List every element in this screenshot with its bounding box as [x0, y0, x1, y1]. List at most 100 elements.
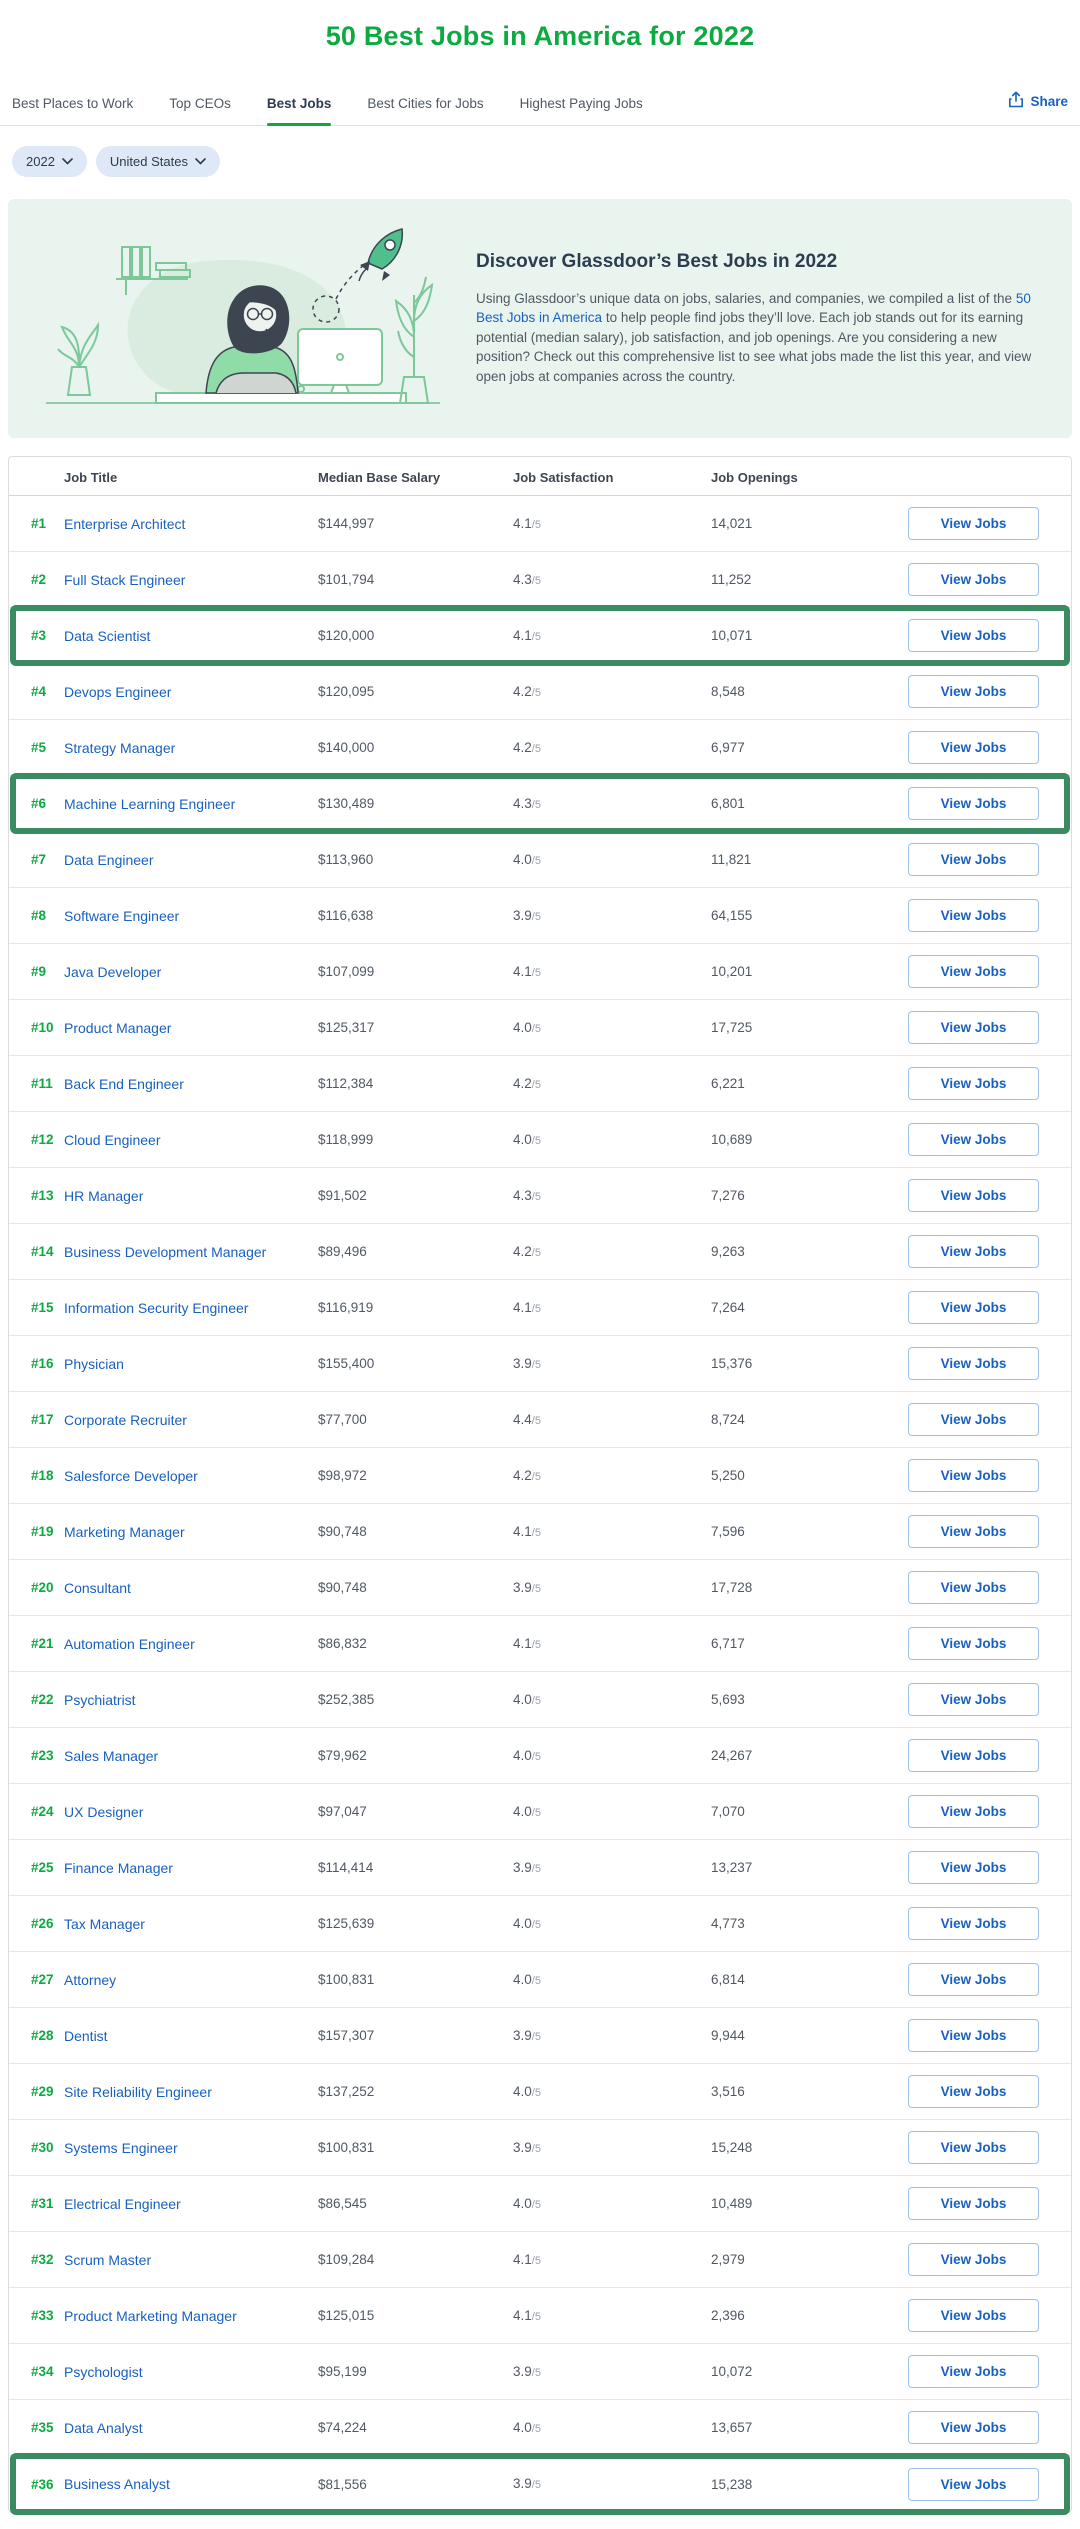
job-satisfaction-value: 4.3/5: [513, 795, 541, 811]
job-title-link[interactable]: Back End Engineer: [64, 1075, 184, 1092]
view-jobs-button[interactable]: View Jobs: [908, 1235, 1039, 1268]
tab-top-ceos[interactable]: Top CEOs: [169, 96, 231, 111]
job-title-link[interactable]: Corporate Recruiter: [64, 1411, 187, 1428]
table-row: #10 Product Manager $125,317 4.0/5 17,72…: [9, 1000, 1071, 1056]
location-filter-dropdown[interactable]: United States: [95, 146, 220, 177]
column-header-job-title: Job Title: [64, 470, 118, 485]
view-jobs-button[interactable]: View Jobs: [908, 787, 1039, 820]
job-title-link[interactable]: Automation Engineer: [64, 1635, 195, 1652]
job-openings-value: 6,801: [711, 796, 745, 811]
tab-best-cities-for-jobs[interactable]: Best Cities for Jobs: [367, 96, 484, 111]
job-title-link[interactable]: Enterprise Architect: [64, 515, 186, 532]
job-title-link[interactable]: Psychologist: [64, 2363, 143, 2380]
job-title-link[interactable]: Business Development Manager: [64, 1243, 267, 1260]
job-title-link[interactable]: Systems Engineer: [64, 2139, 178, 2156]
table-row: #25 Finance Manager $114,414 3.9/5 13,23…: [9, 1840, 1071, 1896]
tab-highest-paying-jobs[interactable]: Highest Paying Jobs: [519, 96, 643, 111]
job-title-link[interactable]: Data Analyst: [64, 2419, 143, 2436]
job-title-link[interactable]: Scrum Master: [64, 2251, 152, 2268]
view-jobs-button[interactable]: View Jobs: [908, 2243, 1039, 2276]
view-jobs-button[interactable]: View Jobs: [908, 2299, 1039, 2332]
job-openings-value: 24,267: [711, 1748, 753, 1763]
best-jobs-link[interactable]: 50 Best Jobs in America: [476, 290, 1031, 326]
table-row: #18 Salesforce Developer $98,972 4.2/5 5…: [9, 1448, 1071, 1504]
job-title-link[interactable]: Devops Engineer: [64, 683, 172, 700]
view-jobs-button[interactable]: View Jobs: [908, 1123, 1039, 1156]
view-jobs-button[interactable]: View Jobs: [908, 843, 1039, 876]
view-jobs-button[interactable]: View Jobs: [908, 563, 1039, 596]
job-satisfaction-value: 4.0/5: [513, 2195, 541, 2211]
view-jobs-button[interactable]: View Jobs: [908, 1291, 1039, 1324]
job-title-link[interactable]: Salesforce Developer: [64, 1467, 198, 1484]
job-title-link[interactable]: HR Manager: [64, 1187, 144, 1204]
job-title-link[interactable]: Attorney: [64, 1971, 117, 1988]
view-jobs-button[interactable]: View Jobs: [908, 507, 1039, 540]
view-jobs-button[interactable]: View Jobs: [908, 1571, 1039, 1604]
median-salary-value: $118,999: [318, 1132, 374, 1147]
tab-best-places-to-work[interactable]: Best Places to Work: [12, 96, 134, 111]
view-jobs-button[interactable]: View Jobs: [908, 1011, 1039, 1044]
job-title-link[interactable]: Full Stack Engineer: [64, 571, 186, 588]
job-openings-value: 4,773: [711, 1916, 745, 1931]
view-jobs-button[interactable]: View Jobs: [908, 1683, 1039, 1716]
job-title-link[interactable]: Machine Learning Engineer: [64, 795, 236, 812]
job-title-link[interactable]: Electrical Engineer: [64, 2195, 181, 2212]
view-jobs-button[interactable]: View Jobs: [908, 731, 1039, 764]
view-jobs-button[interactable]: View Jobs: [908, 1459, 1039, 1492]
view-jobs-button[interactable]: View Jobs: [908, 1067, 1039, 1100]
view-jobs-button[interactable]: View Jobs: [908, 1403, 1039, 1436]
view-jobs-button[interactable]: View Jobs: [908, 899, 1039, 932]
job-openings-value: 11,821: [711, 852, 752, 867]
job-title-link[interactable]: Site Reliability Engineer: [64, 2083, 212, 2100]
year-filter-dropdown[interactable]: 2022: [12, 146, 87, 177]
view-jobs-button[interactable]: View Jobs: [908, 2411, 1039, 2444]
view-jobs-button[interactable]: View Jobs: [908, 675, 1039, 708]
job-openings-value: 14,021: [711, 516, 753, 531]
view-jobs-button[interactable]: View Jobs: [908, 1627, 1039, 1660]
view-jobs-button[interactable]: View Jobs: [908, 2355, 1039, 2388]
job-title-link[interactable]: Data Engineer: [64, 851, 154, 868]
view-jobs-button[interactable]: View Jobs: [908, 1963, 1039, 1996]
view-jobs-button[interactable]: View Jobs: [908, 2187, 1039, 2220]
job-title-link[interactable]: Physician: [64, 1355, 124, 1372]
job-title-link[interactable]: Cloud Engineer: [64, 1131, 161, 1148]
view-jobs-button[interactable]: View Jobs: [908, 619, 1039, 652]
job-title-link[interactable]: Strategy Manager: [64, 739, 176, 756]
view-jobs-button[interactable]: View Jobs: [908, 2131, 1039, 2164]
job-openings-value: 13,237: [711, 1860, 753, 1875]
view-jobs-button[interactable]: View Jobs: [908, 1347, 1039, 1380]
view-jobs-button[interactable]: View Jobs: [908, 2019, 1039, 2052]
view-jobs-button[interactable]: View Jobs: [908, 2467, 1039, 2501]
median-salary-value: $86,832: [318, 1636, 367, 1651]
job-title-link[interactable]: Consultant: [64, 1579, 131, 1596]
job-title-link[interactable]: Product Manager: [64, 1019, 172, 1036]
view-jobs-button[interactable]: View Jobs: [908, 1907, 1039, 1940]
view-jobs-button[interactable]: View Jobs: [908, 1795, 1039, 1828]
job-title-link[interactable]: Software Engineer: [64, 907, 180, 924]
job-title-link[interactable]: Finance Manager: [64, 1859, 173, 1876]
job-title-link[interactable]: Business Analyst: [64, 2476, 170, 2492]
view-jobs-button[interactable]: View Jobs: [908, 1515, 1039, 1548]
job-title-link[interactable]: Product Marketing Manager: [64, 2307, 237, 2324]
job-title-link[interactable]: Tax Manager: [64, 1915, 145, 1932]
view-jobs-button[interactable]: View Jobs: [908, 2075, 1039, 2108]
view-jobs-button[interactable]: View Jobs: [908, 1179, 1039, 1212]
job-title-link[interactable]: Data Scientist: [64, 627, 151, 644]
view-jobs-button[interactable]: View Jobs: [908, 955, 1039, 988]
job-title-link[interactable]: Marketing Manager: [64, 1523, 185, 1540]
table-row: #20 Consultant $90,748 3.9/5 17,728 View…: [9, 1560, 1071, 1616]
job-title-link[interactable]: Sales Manager: [64, 1747, 159, 1764]
job-satisfaction-value: 3.9/5: [513, 1579, 541, 1595]
job-title-link[interactable]: Java Developer: [64, 963, 162, 980]
table-row: #15 Information Security Engineer $116,9…: [9, 1280, 1071, 1336]
view-jobs-button[interactable]: View Jobs: [908, 1851, 1039, 1884]
rank-label: #8: [31, 908, 47, 923]
job-satisfaction-value: 4.2/5: [513, 1467, 541, 1483]
share-button[interactable]: Share: [1008, 91, 1068, 125]
view-jobs-button[interactable]: View Jobs: [908, 1739, 1039, 1772]
job-title-link[interactable]: Dentist: [64, 2027, 108, 2044]
job-title-link[interactable]: Information Security Engineer: [64, 1299, 249, 1316]
tab-best-jobs[interactable]: Best Jobs: [266, 96, 331, 126]
job-title-link[interactable]: Psychiatrist: [64, 1691, 136, 1708]
job-title-link[interactable]: UX Designer: [64, 1803, 144, 1820]
